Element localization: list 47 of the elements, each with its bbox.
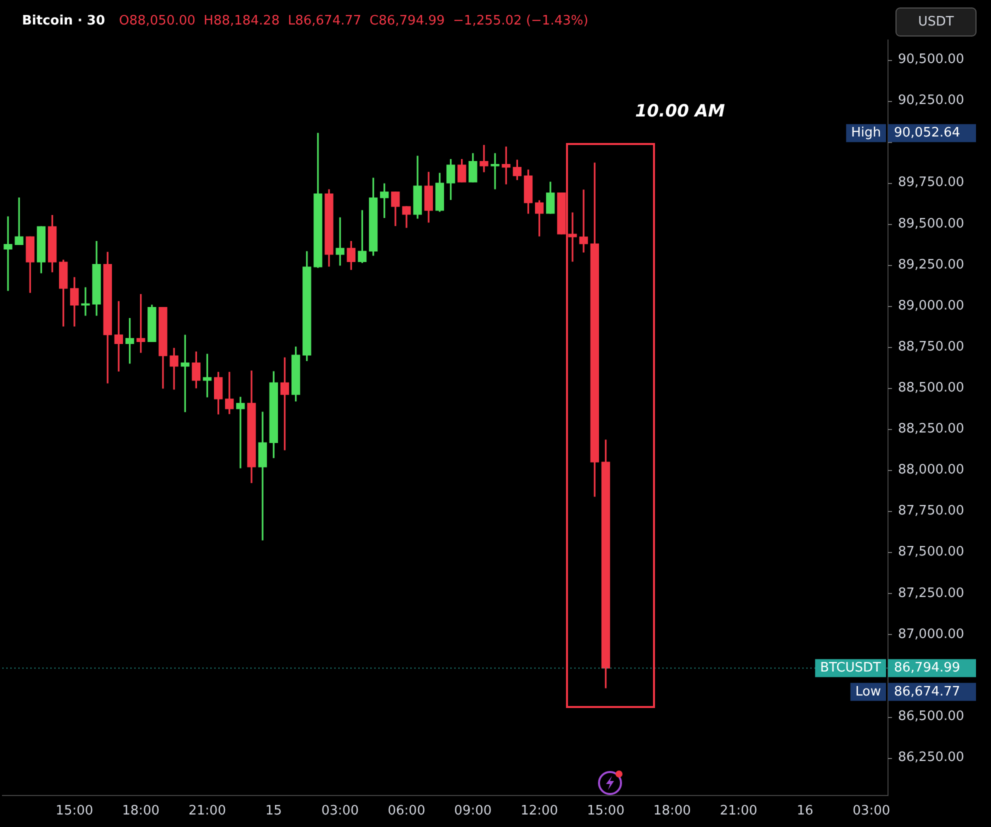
x-tick-label: 09:00 [454, 804, 492, 819]
y-tick-label: 87,250.00 [898, 586, 964, 601]
y-tick-label: 86,250.00 [898, 750, 964, 766]
x-tick-label: 15:00 [56, 804, 94, 819]
candlestick [236, 396, 245, 468]
x-tick-label: 21:00 [188, 804, 226, 819]
ref-line-label: BTCUSDT [820, 660, 882, 676]
x-tick-label: 06:00 [388, 804, 426, 819]
chart-title: Bitcoin · 30 [22, 13, 106, 28]
x-tick-label: 15 [265, 804, 282, 819]
y-tick-label: 90,250.00 [898, 93, 964, 108]
x-tick-label: 03:00 [852, 804, 890, 819]
candlestick [336, 217, 344, 266]
candlestick [490, 153, 500, 190]
y-tick-label: 88,000.00 [898, 462, 964, 478]
x-tick-label: 03:00 [321, 804, 359, 819]
candlestick [568, 212, 577, 262]
y-tick-label: 89,250.00 [898, 257, 964, 272]
y-tick-label: 89,500.00 [898, 216, 964, 232]
y-tick-label: 88,750.00 [898, 339, 964, 354]
chart-subtitle: O88,050.00 H88,184.28 L86,674.77 C86,794.99 −1,255.02 (−1.43%) [119, 13, 588, 28]
annotation: High [851, 126, 882, 141]
x-tick-label: 21:00 [720, 804, 758, 819]
y-tick-label: 90,500.00 [898, 52, 964, 68]
y-tick-label: 87,000.00 [898, 626, 964, 642]
y-axis-title: USDT [918, 14, 954, 30]
text: 90,052.64 [894, 126, 960, 141]
x-tick-label: 15:00 [587, 804, 624, 819]
y-tick-label: 89,000.00 [898, 298, 964, 314]
y-tick-label: 88,250.00 [898, 422, 964, 437]
x-tick-label: 18:00 [653, 804, 691, 819]
candlestick [81, 287, 90, 316]
x-tick-label: 16 [796, 804, 814, 819]
y-tick-label: 89,750.00 [898, 175, 964, 190]
annotation: Low [855, 684, 882, 700]
candlestick [4, 216, 12, 291]
y-tick-label: 88,500.00 [898, 380, 964, 396]
y-tick-label: 87,750.00 [898, 504, 964, 519]
y-tick-label: 86,500.00 [898, 708, 964, 724]
candlestick [480, 144, 488, 172]
annotation: 10.00 AM [635, 101, 725, 122]
x-tick-label: 12:00 [520, 804, 558, 819]
x-tick-label: 18:00 [122, 804, 160, 819]
text: 86,794.99 [894, 660, 960, 676]
candlestick [14, 197, 24, 245]
text: 86,674.77 [894, 684, 960, 700]
y-tick-label: 87,500.00 [898, 544, 964, 560]
